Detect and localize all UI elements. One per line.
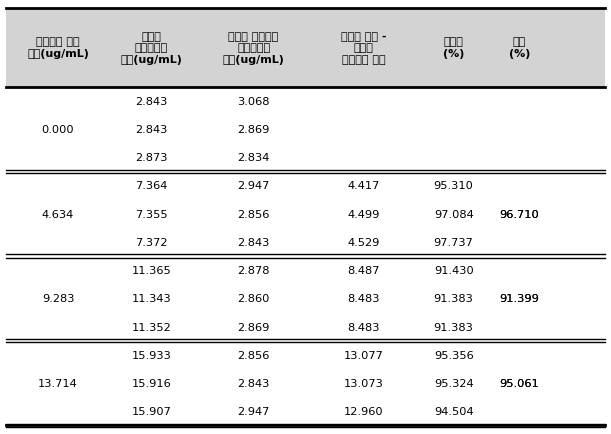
- Text: 2.856: 2.856: [238, 350, 269, 360]
- Text: 2.947: 2.947: [238, 181, 269, 191]
- Text: 91.383: 91.383: [434, 322, 474, 332]
- Text: 7.364: 7.364: [135, 181, 167, 191]
- Text: 시료에 해당하는
표준물질의
농도(ug/mL): 시료에 해당하는 표준물질의 농도(ug/mL): [222, 32, 285, 65]
- Text: 13.714: 13.714: [38, 378, 78, 388]
- Text: 15.907: 15.907: [131, 406, 171, 416]
- Text: 12.960: 12.960: [344, 406, 383, 416]
- Text: 91.399: 91.399: [499, 294, 540, 304]
- Text: 91.399: 91.399: [499, 294, 540, 304]
- Text: 2.843: 2.843: [135, 125, 167, 135]
- Text: 회수율
(%): 회수율 (%): [443, 37, 464, 59]
- Text: 8.483: 8.483: [347, 294, 380, 304]
- Text: 8.487: 8.487: [347, 266, 380, 276]
- Text: 3.068: 3.068: [237, 97, 270, 107]
- Text: 2.843: 2.843: [135, 97, 167, 107]
- Text: 11.343: 11.343: [131, 294, 171, 304]
- Text: 4.417: 4.417: [348, 181, 379, 191]
- Text: 2.869: 2.869: [238, 125, 269, 135]
- Text: 4.499: 4.499: [348, 209, 379, 219]
- Text: 평균
(%): 평균 (%): [509, 37, 530, 59]
- Text: 2.834: 2.834: [238, 153, 269, 163]
- Text: 97.084: 97.084: [434, 209, 474, 219]
- Text: 2.843: 2.843: [238, 237, 269, 247]
- Text: 15.916: 15.916: [131, 378, 171, 388]
- Text: 2.878: 2.878: [237, 266, 270, 276]
- Text: 2.873: 2.873: [135, 153, 167, 163]
- Text: 94.504: 94.504: [434, 406, 474, 416]
- Text: 2.947: 2.947: [238, 406, 269, 416]
- Text: 91.383: 91.383: [434, 294, 474, 304]
- Text: 2.860: 2.860: [238, 294, 269, 304]
- Text: 4.529: 4.529: [348, 237, 379, 247]
- Text: 2.843: 2.843: [238, 378, 269, 388]
- Text: 표준물질 추가
농도(ug/mL): 표준물질 추가 농도(ug/mL): [27, 37, 89, 59]
- Text: 7.355: 7.355: [135, 209, 167, 219]
- Text: 8.483: 8.483: [347, 322, 380, 332]
- Text: 91.430: 91.430: [434, 266, 474, 276]
- Text: 96.710: 96.710: [499, 209, 540, 219]
- Text: 11.365: 11.365: [131, 266, 171, 276]
- Text: 15.933: 15.933: [131, 350, 171, 360]
- Text: 96.710: 96.710: [499, 209, 540, 219]
- Text: 검출된 농도 -
시료에
해당하는 농도: 검출된 농도 - 시료에 해당하는 농도: [341, 32, 386, 65]
- Text: 95.324: 95.324: [434, 378, 474, 388]
- Text: 0.000: 0.000: [42, 125, 75, 135]
- Text: 9.283: 9.283: [42, 294, 75, 304]
- Text: 13.073: 13.073: [343, 378, 384, 388]
- Text: 95.061: 95.061: [499, 378, 540, 388]
- Bar: [6, 9, 605, 88]
- Text: 95.061: 95.061: [499, 378, 540, 388]
- Text: 검출된
표준물질의
농도(ug/mL): 검출된 표준물질의 농도(ug/mL): [120, 32, 182, 65]
- Text: 95.356: 95.356: [434, 350, 474, 360]
- Text: 95.310: 95.310: [434, 181, 474, 191]
- Text: 7.372: 7.372: [135, 237, 167, 247]
- Text: 97.737: 97.737: [434, 237, 474, 247]
- Text: 4.634: 4.634: [42, 209, 74, 219]
- Text: 2.856: 2.856: [238, 209, 269, 219]
- Text: 13.077: 13.077: [343, 350, 384, 360]
- Text: 11.352: 11.352: [131, 322, 171, 332]
- Text: 2.869: 2.869: [238, 322, 269, 332]
